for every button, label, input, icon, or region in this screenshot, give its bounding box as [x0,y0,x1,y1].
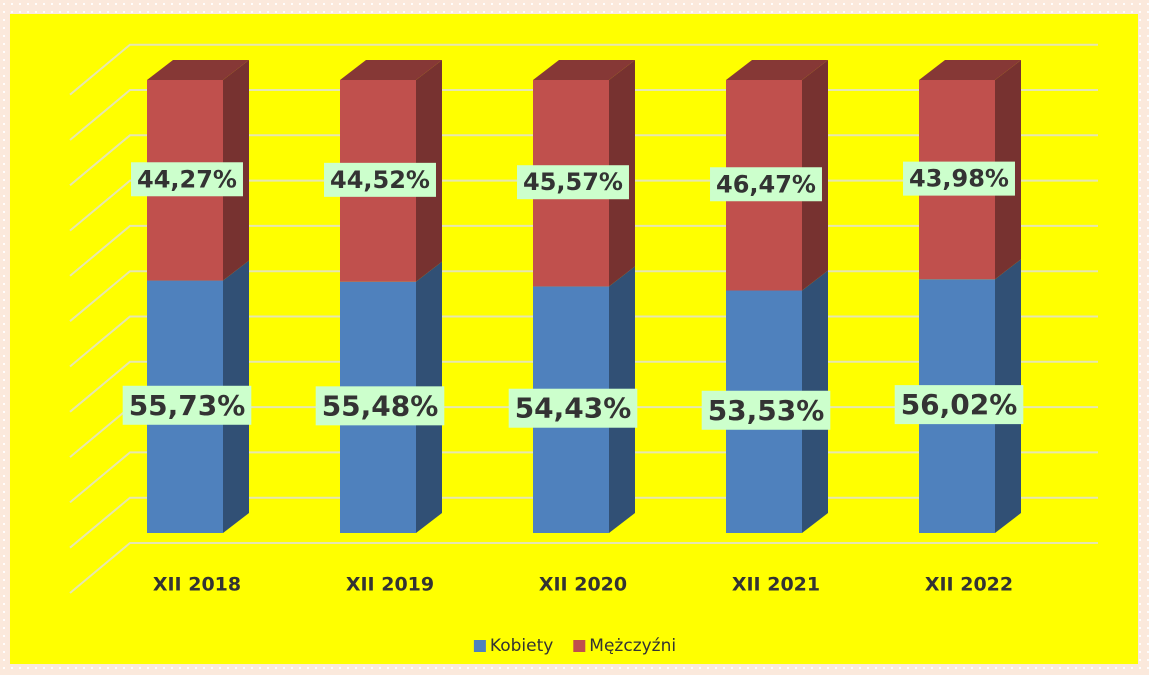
data-label: 43,98% [909,165,1009,193]
grid-line [69,43,1098,96]
data-label-group: 45,57% [517,165,629,200]
x-tick-label: XII 2019 [346,574,434,596]
data-label-bg [701,390,831,430]
data-label-group: 53,53% [701,390,831,430]
data-label: 55,73% [129,389,246,422]
grid-line [69,542,1098,594]
data-label-bg [324,162,436,197]
bar-top [147,60,249,80]
x-tick-label: XII 2018 [153,574,241,596]
data-label-bg [131,162,243,197]
legend-swatch [573,640,586,652]
data-label: 54,43% [515,392,632,425]
legend-label: Kobiety [490,636,553,656]
data-label-group: 46,47% [710,167,822,202]
data-label-group: 56,02% [894,385,1024,425]
legend-label: Mężczyźni [589,636,676,656]
data-label-group: 55,73% [122,385,252,425]
data-label: 44,52% [330,166,430,194]
data-label-bg [894,385,1024,425]
data-label: 56,02% [901,388,1018,421]
data-label-group: 44,27% [131,162,243,197]
data-label: 55,48% [322,389,439,422]
data-label-bg [508,388,638,428]
data-label: 45,57% [523,168,623,196]
x-tick-label: XII 2022 [925,574,1013,596]
data-label: 44,27% [137,165,237,193]
x-tick-label: XII 2020 [539,574,627,596]
data-label-bg [517,165,629,200]
bar-top [726,60,828,80]
bar-top [533,60,635,80]
data-label-group: 43,98% [903,161,1015,196]
data-label-group: 44,52% [324,162,436,197]
bar-top [340,60,442,80]
data-label-bg [122,385,252,425]
legend: Kobiety Mężczyźni [473,636,676,656]
data-label: 46,47% [716,170,816,198]
legend-swatch [473,640,486,652]
bar-top [919,60,1021,80]
data-label-group: 54,43% [508,388,638,428]
x-tick-label: XII 2021 [732,574,820,596]
data-label-bg [903,161,1015,196]
data-label-group: 55,48% [315,386,445,426]
data-label-bg [315,386,445,426]
data-label: 53,53% [708,394,825,427]
data-label-bg [710,167,822,202]
